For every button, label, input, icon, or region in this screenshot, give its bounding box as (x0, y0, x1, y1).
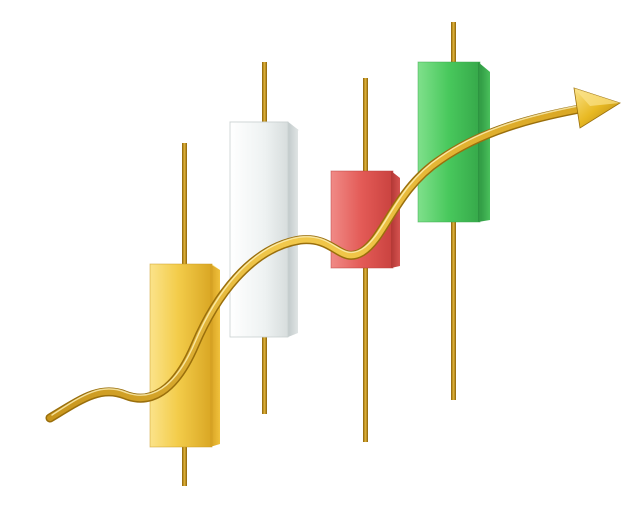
candle-wicks (182, 22, 456, 486)
arrow-head-icon (573, 87, 621, 129)
rising-arrow (45, 87, 621, 423)
gold-candle (149, 263, 220, 448)
white-candle (229, 121, 299, 338)
arrow-shaft (45, 103, 590, 423)
